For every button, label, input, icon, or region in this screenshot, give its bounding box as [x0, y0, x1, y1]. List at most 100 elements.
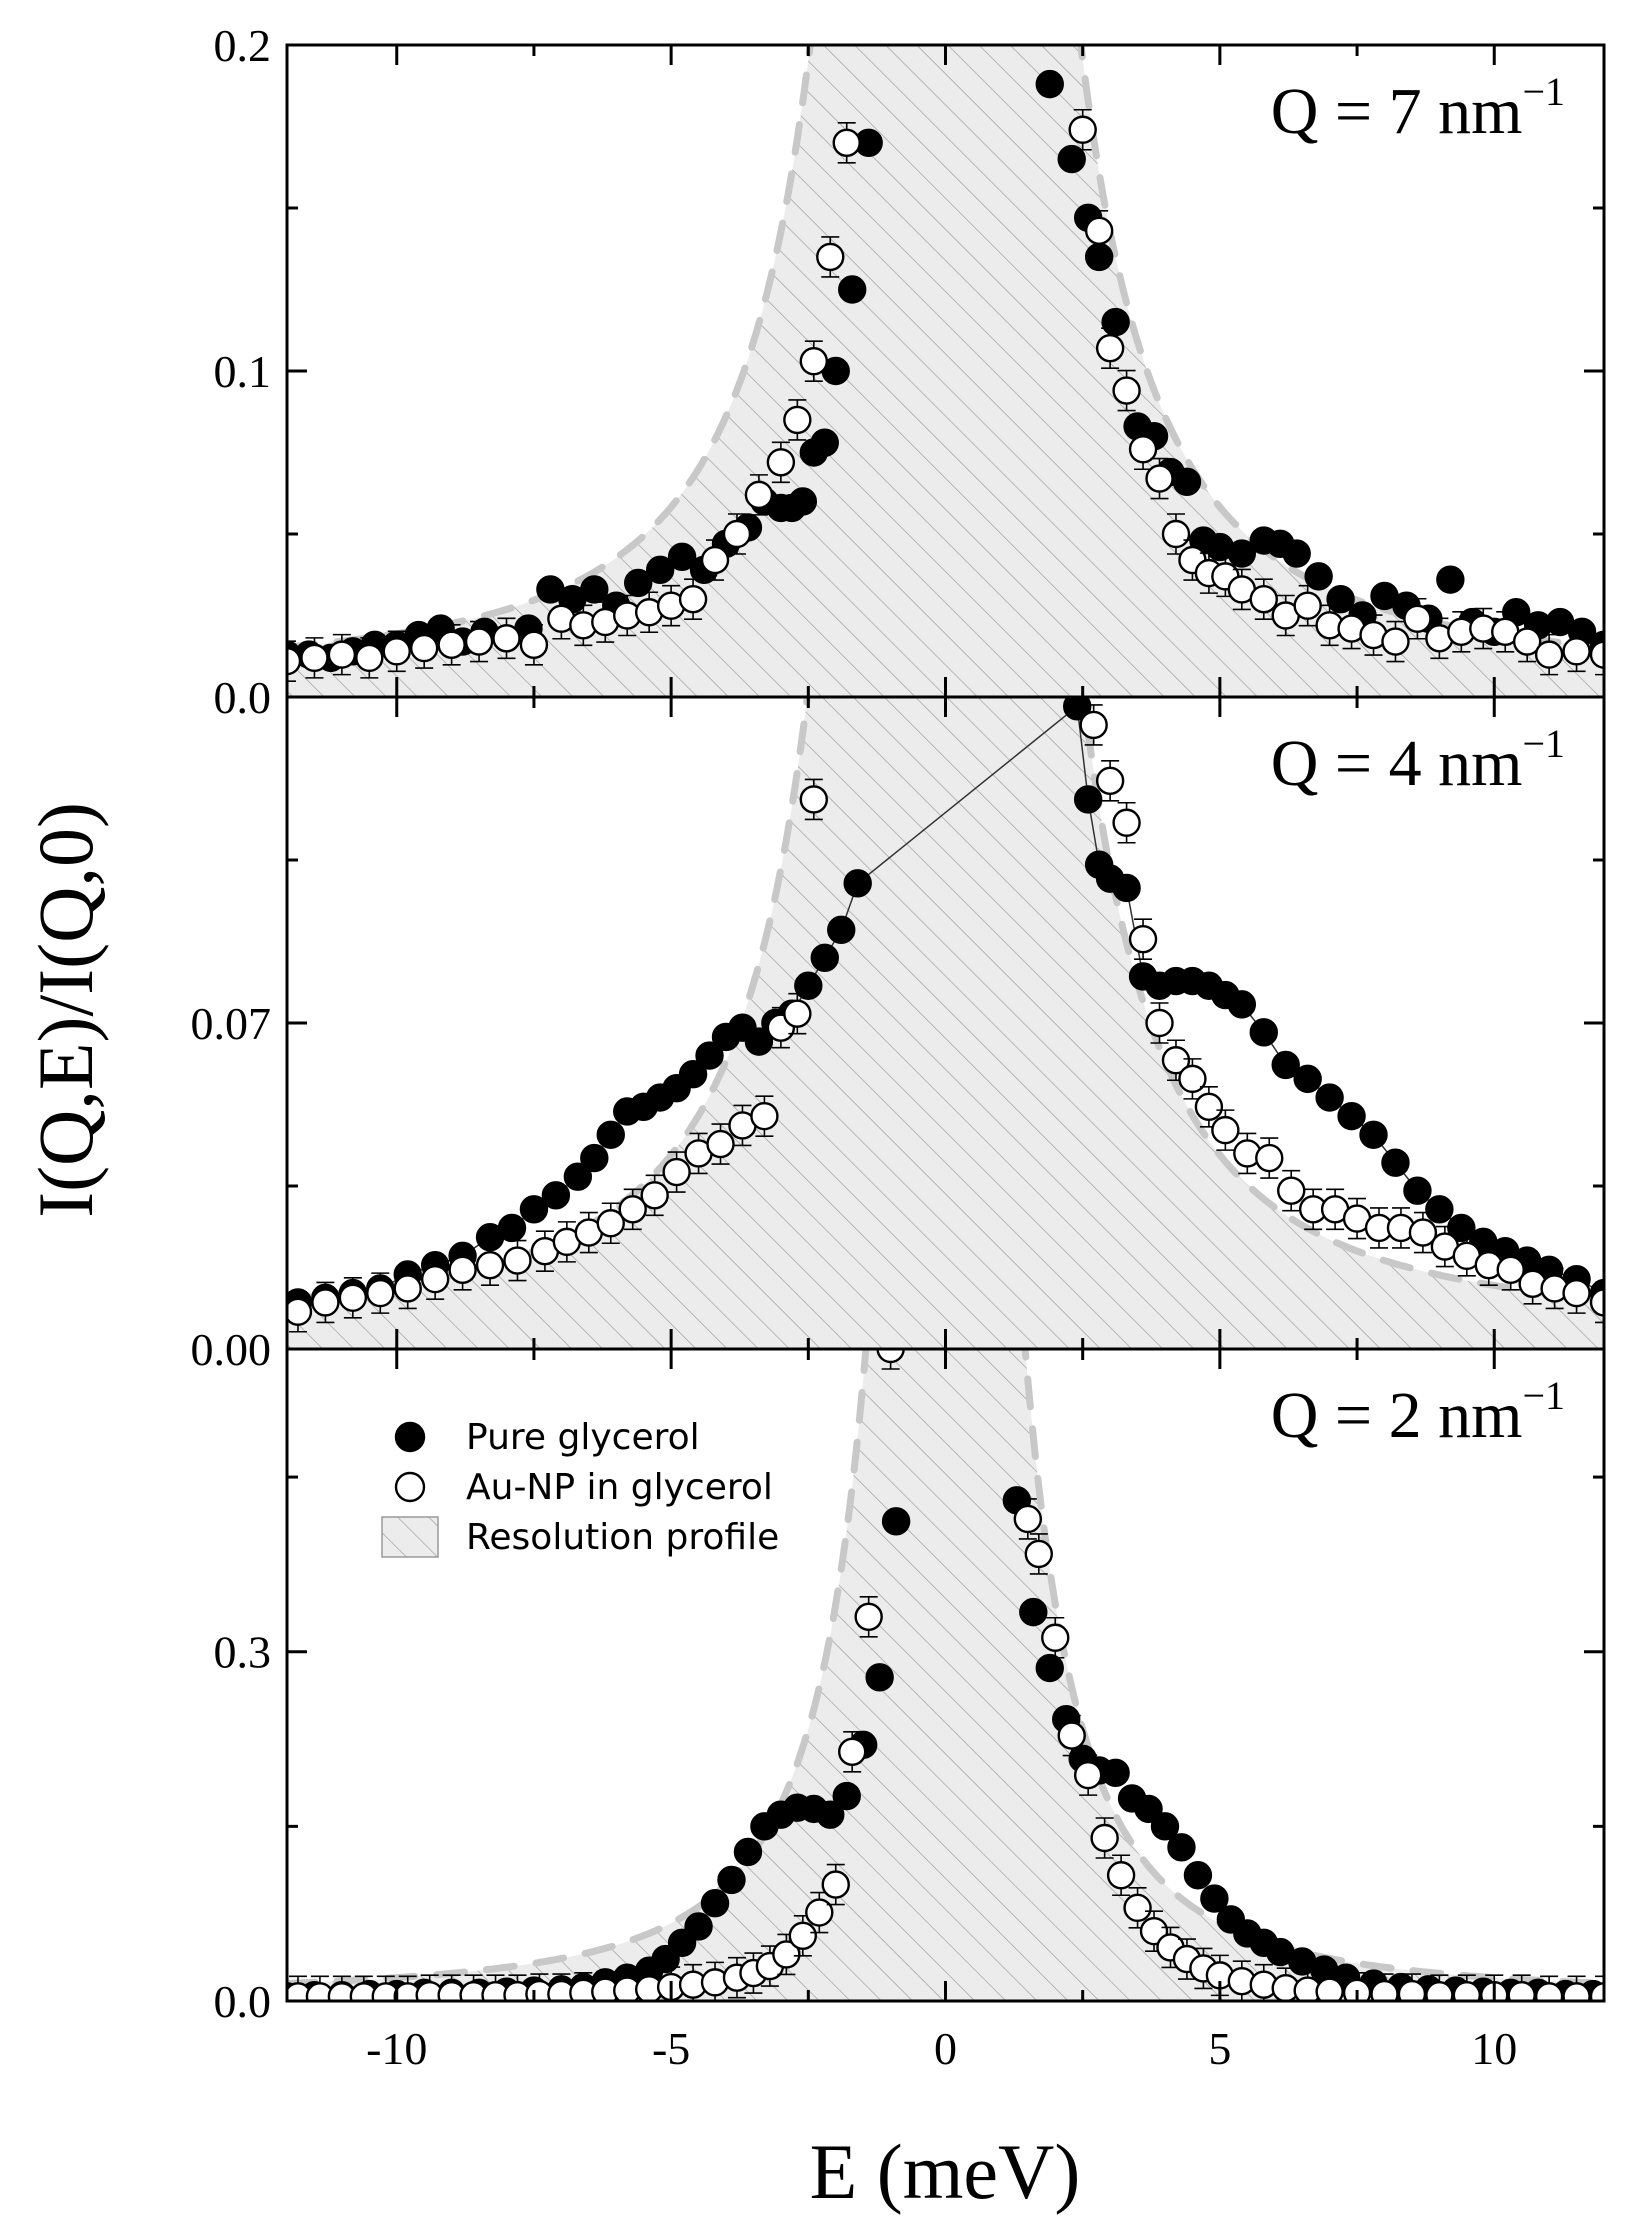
data-point-au-np — [300, 643, 329, 673]
data-point-au-np — [1370, 1979, 1399, 2001]
data-point-au-np — [1534, 1982, 1564, 2001]
data-point-au-np — [1589, 640, 1604, 669]
data-point-pure-glycerol — [1172, 467, 1202, 497]
data-point-au-np — [1534, 640, 1564, 669]
data-point-au-np — [503, 1246, 532, 1275]
data-point-pure-glycerol — [827, 915, 856, 945]
data-point-pure-glycerol — [695, 1041, 724, 1070]
x-tick-label: 5 — [1208, 2023, 1231, 2074]
data-point-pure-glycerol — [810, 943, 839, 972]
data-point-pure-glycerol — [1304, 562, 1333, 591]
data-point-pure-glycerol — [1073, 785, 1103, 814]
data-point-au-np — [832, 128, 861, 158]
y-tick-label: 0.00 — [191, 1324, 272, 1375]
panel-label-q: Q = 2 nm−1 — [1271, 1373, 1565, 1452]
data-point-au-np — [1112, 808, 1141, 837]
data-point-pure-glycerol — [1150, 1812, 1180, 1841]
data-point-au-np — [1381, 627, 1410, 656]
data-point-au-np — [744, 480, 774, 510]
panel-middle: 0.00 0.07 Q = 4 nm−1 — [191, 695, 1606, 1375]
data-point-au-np — [475, 1250, 505, 1280]
data-point-pure-glycerol — [541, 1181, 571, 1210]
data-point-pure-glycerol — [667, 542, 697, 572]
data-point-pure-glycerol — [1271, 1050, 1300, 1080]
data-point-au-np — [420, 1264, 450, 1294]
data-point-au-np — [1161, 519, 1191, 549]
data-point-au-np — [448, 1255, 477, 1285]
data-point-au-np — [640, 1181, 669, 1210]
legend: Pure glycerol Au-NP in glycerol Resolution… — [381, 1417, 779, 1558]
data-point-au-np — [662, 1157, 691, 1187]
data-point-au-np — [1123, 1893, 1152, 1923]
data-point-pure-glycerol — [1425, 1195, 1454, 1224]
data-point-au-np — [1057, 1721, 1086, 1750]
data-point-au-np — [1145, 464, 1174, 493]
y-tick-label: 0.2 — [214, 20, 272, 71]
data-point-au-np — [1562, 1278, 1591, 1308]
data-point-pure-glycerol — [1359, 1120, 1388, 1149]
data-point-au-np — [1589, 1982, 1604, 2001]
data-point-au-np — [1095, 333, 1125, 363]
data-point-au-np — [409, 633, 439, 663]
data-point-pure-glycerol — [1101, 1758, 1130, 1788]
data-point-au-np — [1095, 766, 1125, 796]
data-point-pure-glycerol — [1227, 539, 1257, 568]
x-tick-label: -10 — [366, 2023, 427, 2074]
data-point-pure-glycerol — [1436, 565, 1465, 594]
data-point-au-np — [1562, 637, 1591, 666]
data-point-pure-glycerol — [810, 428, 839, 457]
data-point-au-np — [311, 1288, 340, 1317]
panel-label-text: Q = 2 nm — [1271, 1379, 1523, 1452]
data-point-au-np — [799, 347, 828, 376]
data-point-pure-glycerol — [744, 1027, 774, 1056]
data-point-au-np — [706, 1129, 735, 1159]
data-point-au-np — [750, 1101, 779, 1131]
data-point-au-np — [816, 242, 845, 272]
data-point-pure-glycerol — [596, 1120, 625, 1149]
legend-label: Pure glycerol — [466, 1417, 700, 1458]
data-point-pure-glycerol — [1249, 1018, 1278, 1047]
data-point-au-np — [492, 624, 521, 653]
data-point-au-np — [700, 545, 730, 575]
y-tick-label: 0.07 — [191, 998, 272, 1049]
panel-bottom: 0.0 0.3 Q = 2 nm−1 — [214, 1347, 1606, 2027]
data-point-au-np — [1397, 1979, 1427, 2001]
data-point-au-np — [464, 627, 494, 656]
data-point-au-np — [1128, 924, 1158, 954]
y-axis-title: I(Q,E)/I(Q,0) — [22, 802, 109, 1218]
data-point-pure-glycerol — [794, 971, 823, 1000]
panel-label-exponent: −1 — [1522, 1373, 1565, 1418]
panel-label-text: Q = 4 nm — [1271, 727, 1523, 800]
data-point-pure-glycerol — [1057, 144, 1086, 174]
data-point-au-np — [366, 1278, 395, 1308]
data-point-pure-glycerol — [1019, 1597, 1048, 1627]
resolution-profile-area — [287, 697, 1604, 1349]
data-point-au-np — [1512, 627, 1542, 656]
data-point-au-np — [772, 1940, 801, 1969]
data-point-au-np — [1293, 591, 1322, 620]
y-tick-label: 0.3 — [214, 1627, 272, 1678]
x-tick-label: 0 — [934, 2023, 957, 2074]
data-point-au-np — [678, 585, 708, 614]
data-point-au-np — [1161, 1046, 1191, 1075]
data-point-au-np — [722, 519, 752, 549]
resolution-profile-outline — [287, 1349, 1604, 1987]
legend-label: Au-NP in glycerol — [466, 1467, 773, 1508]
data-point-au-np — [783, 999, 812, 1028]
data-point-au-np — [1589, 1288, 1604, 1317]
data-point-au-np — [876, 1349, 905, 1364]
data-point-pure-glycerol — [843, 869, 872, 898]
data-point-pure-glycerol — [678, 1060, 708, 1089]
data-point-pure-glycerol — [1315, 1083, 1344, 1112]
data-point-pure-glycerol — [1183, 1861, 1213, 1890]
data-point-pure-glycerol — [580, 1143, 609, 1173]
panel-label-exponent: −1 — [1522, 69, 1565, 114]
data-point-pure-glycerol — [1227, 990, 1257, 1019]
data-point-au-np — [1073, 1760, 1103, 1790]
data-point-au-np — [437, 630, 466, 660]
legend-marker-pure-glycerol — [394, 1421, 426, 1453]
legend-label: Resolution profile — [466, 1517, 779, 1558]
data-point-au-np — [596, 1209, 625, 1238]
data-point-pure-glycerol — [1101, 307, 1130, 337]
